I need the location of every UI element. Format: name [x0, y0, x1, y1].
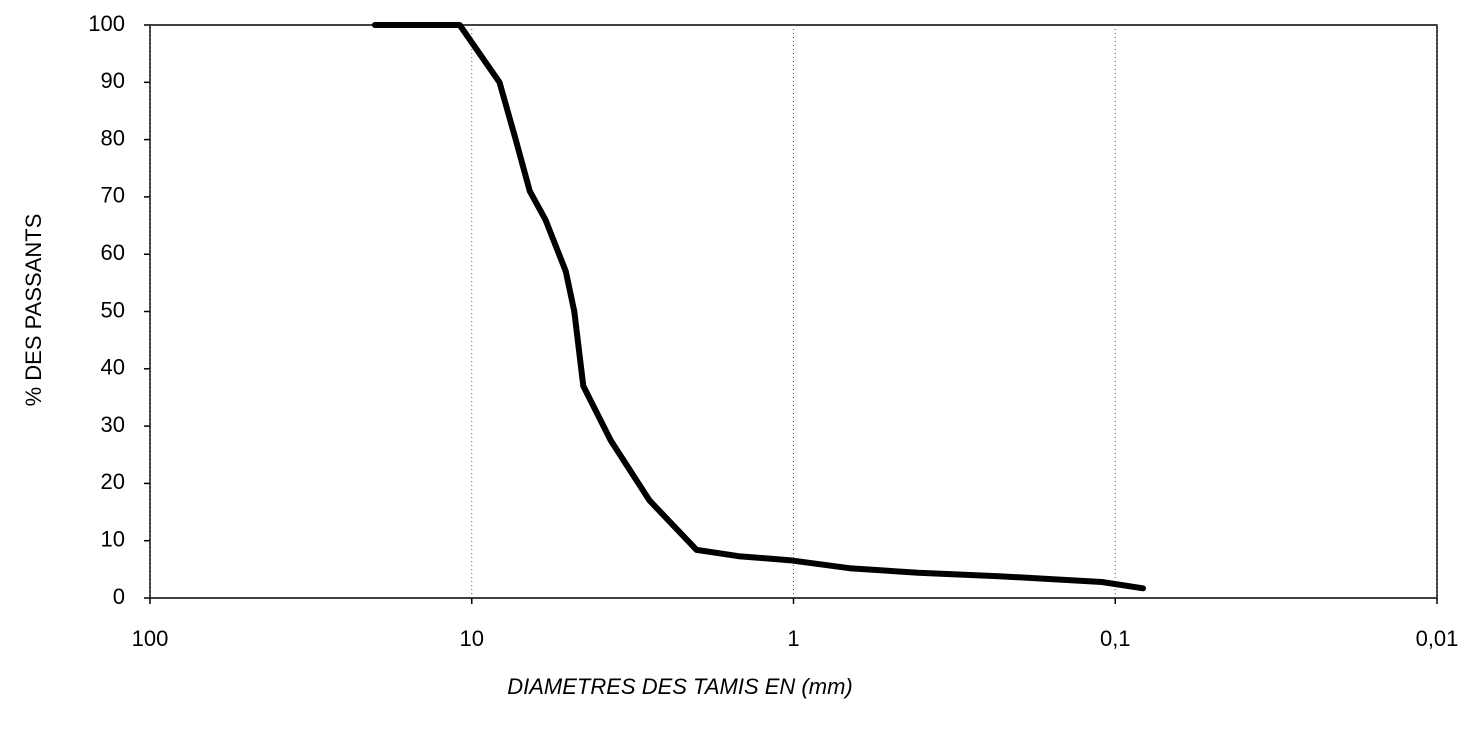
y-tick-label: 20: [101, 469, 125, 494]
y-tick-label: 10: [101, 527, 125, 552]
curve: [371, 22, 1146, 592]
y-tick-label: 60: [101, 240, 125, 265]
y-tick-label: 0: [113, 584, 125, 609]
x-tick-label: 1: [787, 626, 799, 651]
y-tick-label: 80: [101, 125, 125, 150]
y-tick-label: 90: [101, 68, 125, 93]
y-tick-label: 70: [101, 183, 125, 208]
x-tick-label: 10: [460, 626, 484, 651]
y-tick-label: 40: [101, 355, 125, 380]
x-axis-label: DIAMETRES DES TAMIS EN (mm): [507, 674, 853, 699]
x-tick-label: 100: [132, 626, 169, 651]
y-axis-label: % DES PASSANTS: [21, 214, 46, 407]
y-tick-label: 30: [101, 412, 125, 437]
x-tick-label: 0,01: [1416, 626, 1459, 651]
plot-frame: [149, 24, 1438, 599]
y-tick-label: 50: [101, 297, 125, 322]
y-tick-label: 100: [88, 11, 125, 36]
x-tick-label: 0,1: [1100, 626, 1131, 651]
